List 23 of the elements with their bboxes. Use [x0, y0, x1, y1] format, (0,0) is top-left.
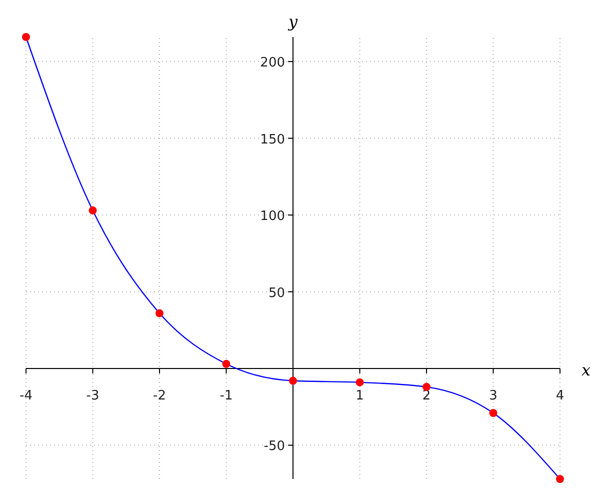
x-tick-label: -1: [220, 388, 233, 404]
x-tick-label: -4: [20, 388, 32, 404]
point: [156, 309, 164, 318]
x-tick-label: 3: [489, 388, 498, 404]
x-axis-title: x: [581, 360, 591, 380]
x-tick-label: 1: [356, 388, 364, 404]
x-tick-label: 4: [556, 388, 564, 404]
point: [556, 475, 564, 483]
point: [489, 409, 498, 418]
point: [88, 206, 97, 214]
x-tick-label: -2: [153, 388, 166, 404]
y-axis-title: y: [287, 12, 298, 31]
point: [289, 376, 297, 385]
point: [22, 33, 30, 41]
y-tick-label: 50: [268, 286, 285, 301]
y-tick-label: -50: [264, 439, 285, 454]
point: [422, 382, 430, 391]
point: [222, 360, 230, 368]
point: [356, 378, 364, 386]
y-tick-label: 200: [260, 56, 285, 71]
y-tick-label: 150: [260, 132, 285, 148]
x-tick-label: -3: [86, 388, 100, 404]
y-tick-label: 100: [260, 209, 285, 224]
